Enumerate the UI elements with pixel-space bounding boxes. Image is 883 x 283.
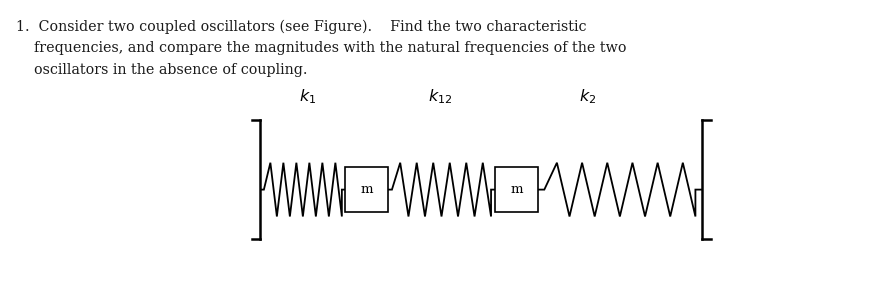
Bar xyxy=(345,167,388,212)
Text: m: m xyxy=(360,183,373,196)
Text: $k_2$: $k_2$ xyxy=(578,87,596,106)
Text: $k_1$: $k_1$ xyxy=(298,87,316,106)
Text: m: m xyxy=(510,183,523,196)
Text: 1.  Consider two coupled oscillators (see Figure).    Find the two characteristi: 1. Consider two coupled oscillators (see… xyxy=(16,20,626,76)
Bar xyxy=(495,167,538,212)
Text: $k_{12}$: $k_{12}$ xyxy=(427,87,452,106)
